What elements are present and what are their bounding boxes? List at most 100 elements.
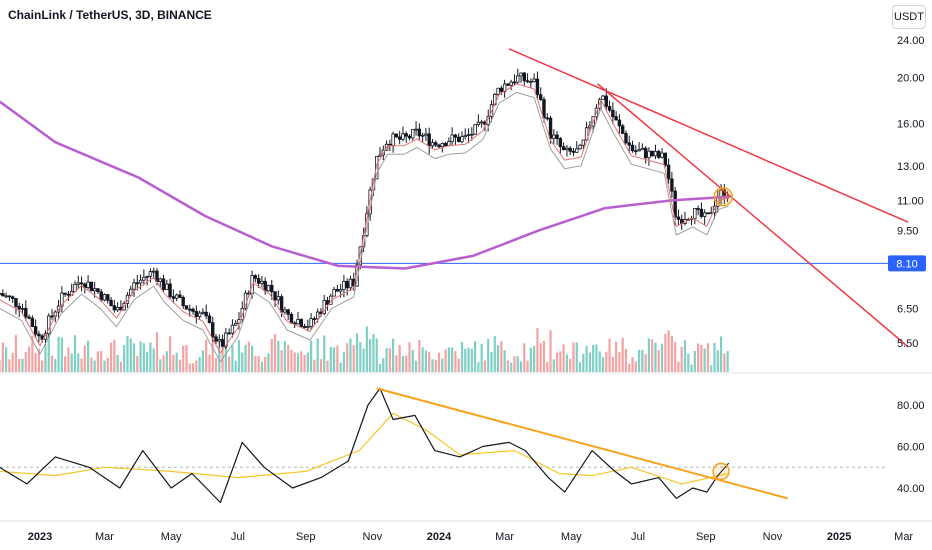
volume-bar [510, 362, 513, 372]
candle-body [279, 296, 284, 313]
volume-bar [80, 358, 83, 372]
volume-bar [588, 352, 591, 372]
volume-bar [201, 350, 204, 372]
volume-bar [572, 342, 575, 372]
volume-bar [378, 364, 382, 372]
candle-body [184, 305, 189, 310]
volume-bar [670, 336, 673, 372]
volume-bar [247, 341, 250, 372]
volume-bar [34, 353, 37, 372]
candle-body [99, 291, 103, 301]
candle-body [309, 318, 313, 327]
volume-bar [385, 348, 388, 372]
candle-body [460, 136, 464, 143]
volume-bar [109, 342, 113, 372]
volume-bar [428, 352, 431, 372]
volume-bar [506, 360, 509, 372]
candle-body [0, 293, 2, 295]
volume-bar [418, 340, 421, 372]
volume-bar [14, 335, 18, 372]
volume-bar [116, 354, 119, 372]
candle-body [112, 305, 117, 311]
volume-bar [188, 363, 191, 372]
candle-body [565, 147, 569, 151]
volume-bar [329, 347, 332, 372]
volume-bar [480, 343, 483, 372]
candle-body [378, 154, 382, 157]
rsi-tick-label: 60.00 [897, 442, 925, 454]
volume-bar [405, 355, 408, 372]
volume-bar [228, 356, 231, 372]
rsi-breakout-circle [712, 462, 730, 481]
currency-button[interactable]: USDT [892, 5, 926, 29]
volume-bar [457, 358, 460, 372]
volume-bar [283, 340, 286, 372]
volume-bar [100, 351, 103, 372]
candle-body [109, 299, 113, 307]
volume-bar [697, 343, 700, 372]
candle-body [538, 94, 543, 100]
candle-body [260, 280, 264, 284]
candle-body [273, 291, 277, 301]
candle-body [666, 164, 671, 180]
volume-bar [523, 343, 526, 372]
candle-body [312, 318, 317, 321]
candle-body [391, 133, 395, 146]
candle-body [7, 295, 12, 298]
volume-bar [618, 352, 621, 372]
volume-bar [414, 360, 418, 372]
candle-body [155, 270, 159, 282]
candle-body [283, 309, 287, 313]
volume-bar [231, 345, 234, 372]
time-tick-label: Sep [696, 531, 716, 543]
candle-body [296, 319, 300, 325]
volume-bar [270, 338, 273, 372]
volume-bar [172, 354, 175, 372]
candle-body [142, 276, 146, 281]
volume-bar [142, 343, 145, 372]
candle-body [607, 106, 612, 111]
volume-bar [647, 338, 651, 372]
candle-body [266, 284, 271, 292]
volume-bar [205, 339, 208, 372]
volume-bar [454, 351, 457, 372]
volume-bar [342, 352, 346, 372]
volume-bar [578, 362, 582, 372]
candle-body [499, 87, 504, 92]
candle-body [289, 313, 294, 324]
rsi-line [0, 387, 730, 504]
volume-bar [159, 359, 162, 372]
candle-body [388, 143, 392, 146]
volume-bar [542, 340, 546, 372]
volume-bar [611, 356, 614, 372]
volume-bar [346, 343, 349, 372]
volume-bar [287, 344, 290, 372]
volume-bar [693, 350, 696, 372]
volume-bar [313, 359, 316, 372]
ma-fast-line [0, 83, 729, 354]
time-tick-label: May [161, 531, 182, 543]
time-tick-label: Nov [363, 531, 383, 543]
volume-bar [37, 348, 41, 372]
volume-bar [444, 349, 447, 372]
volume-bar [296, 353, 300, 372]
candle-body [470, 133, 474, 136]
candle-body [207, 315, 212, 324]
candle-body [476, 121, 481, 125]
volume-bar [605, 351, 608, 372]
candle-body [496, 87, 500, 95]
volume-bar [244, 344, 247, 372]
candle-body [663, 152, 668, 166]
volume-bar [493, 336, 496, 372]
candle-body [60, 292, 64, 307]
candle-body [509, 81, 513, 86]
candle-body [430, 142, 435, 147]
volume-bar [70, 353, 73, 372]
candle-body [693, 208, 697, 220]
candle-body [627, 142, 631, 146]
volume-bar [382, 358, 385, 372]
volume-bar [585, 346, 588, 372]
volume-bar [136, 355, 139, 372]
volume-bar [657, 350, 660, 372]
